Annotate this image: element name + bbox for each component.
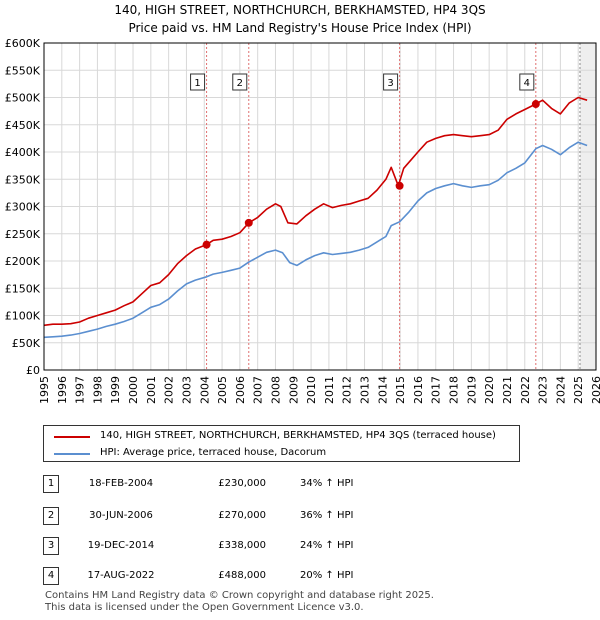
- y-tick-label: £200K: [5, 255, 41, 268]
- x-tick-label: 2024: [554, 376, 567, 404]
- x-tick-label: 2017: [430, 376, 443, 404]
- sale-point: [244, 218, 253, 227]
- x-tick-label: 2005: [216, 376, 229, 404]
- legend-label-hpi: HPI: Average price, terraced house, Daco…: [100, 447, 327, 458]
- transaction-date: 30-JUN-2006: [89, 510, 153, 521]
- table-row: 4 17-AUG-2022 £488,000 20% ↑ HPI: [0, 567, 600, 587]
- chart-title: 140, HIGH STREET, NORTHCHURCH, BERKHAMST…: [114, 3, 486, 17]
- y-tick-label: £400K: [5, 146, 41, 159]
- x-tick-label: 2004: [198, 376, 211, 404]
- x-tick-label: 1998: [91, 376, 104, 404]
- table-row: 3 19-DEC-2014 £338,000 24% ↑ HPI: [0, 537, 600, 557]
- transaction-date: 17-AUG-2022: [87, 570, 155, 581]
- table-row: 1 18-FEB-2004 £230,000 34% ↑ HPI: [0, 475, 600, 495]
- transaction-marker: 1: [43, 475, 59, 493]
- x-tick-label: 2010: [305, 376, 318, 404]
- x-tick-label: 1997: [74, 376, 87, 404]
- hpi-line: [43, 141, 588, 339]
- x-tick-label: 2008: [269, 376, 282, 404]
- legend-swatch-hpi: [54, 453, 90, 455]
- transaction-hpi: 34% ↑ HPI: [300, 478, 354, 489]
- y-tick-label: £550K: [5, 64, 41, 77]
- y-tick-label: £150K: [5, 282, 41, 295]
- x-tick-label: 2022: [519, 376, 532, 404]
- sale-label-box: [232, 73, 248, 91]
- sale-point: [202, 240, 211, 249]
- sale-label-box: [519, 73, 535, 91]
- x-tick-label: 2018: [448, 376, 461, 404]
- x-tick-label: 2001: [145, 376, 158, 404]
- transaction-price: £338,000: [218, 540, 266, 551]
- y-tick-label: £250K: [5, 228, 41, 241]
- transaction-price: £488,000: [218, 570, 266, 581]
- transaction-date: 18-FEB-2004: [88, 478, 154, 489]
- sale-label: 3: [387, 78, 393, 89]
- x-tick-label: 2003: [180, 376, 193, 404]
- transaction-hpi: 36% ↑ HPI: [300, 510, 354, 521]
- x-tick-label: 2019: [465, 376, 478, 404]
- x-tick-label: 2000: [127, 376, 140, 404]
- sale-label-box: [383, 73, 399, 91]
- x-tick-label: 2009: [287, 376, 300, 404]
- x-tick-label: 2025: [572, 376, 585, 404]
- transaction-price: £270,000: [218, 510, 266, 521]
- property-price-line: [43, 96, 588, 327]
- plot-frame: [43, 42, 597, 371]
- y-tick-label: £300K: [5, 201, 41, 214]
- sale-label: 2: [237, 78, 243, 89]
- legend-swatch-property: [54, 436, 90, 438]
- transaction-marker: 3: [43, 537, 59, 555]
- sale-label: 1: [194, 78, 200, 89]
- transaction-marker: 4: [43, 567, 59, 585]
- transaction-date: 19-DEC-2014: [87, 540, 155, 551]
- sale-point: [395, 181, 404, 190]
- x-tick-label: 2002: [163, 376, 176, 404]
- y-tick-label: £500K: [5, 92, 41, 105]
- x-tick-label: 2012: [341, 376, 354, 404]
- x-tick-label: 1996: [56, 376, 69, 404]
- legend: 140, HIGH STREET, NORTHCHURCH, BERKHAMST…: [43, 425, 520, 462]
- x-tick-label: 2020: [483, 376, 496, 404]
- transaction-hpi: 20% ↑ HPI: [300, 570, 354, 581]
- chart-subtitle: Price paid vs. HM Land Registry's House …: [128, 21, 472, 35]
- y-tick-label: £50K: [12, 337, 41, 350]
- x-tick-label: 2026: [590, 376, 600, 404]
- x-tick-label: 2016: [412, 376, 425, 404]
- footer-copyright: Contains HM Land Registry data © Crown c…: [45, 590, 434, 601]
- x-tick-label: 2011: [323, 376, 336, 404]
- y-tick-label: £100K: [5, 310, 41, 323]
- x-tick-label: 2015: [394, 376, 407, 404]
- footer-license: This data is licensed under the Open Gov…: [45, 602, 364, 613]
- sale-label: 4: [524, 78, 530, 89]
- transaction-hpi: 24% ↑ HPI: [300, 540, 354, 551]
- legend-label-property: 140, HIGH STREET, NORTHCHURCH, BERKHAMST…: [100, 430, 496, 441]
- y-tick-label: £350K: [5, 173, 41, 186]
- sale-label-box: [190, 73, 206, 91]
- y-tick-label: £600K: [5, 37, 41, 50]
- y-tick-label: £450K: [5, 119, 41, 132]
- table-row: 2 30-JUN-2006 £270,000 36% ↑ HPI: [0, 507, 600, 527]
- x-tick-label: 2013: [359, 376, 372, 404]
- x-tick-label: 2021: [501, 376, 514, 404]
- x-tick-label: 2014: [376, 376, 389, 404]
- x-tick-label: 2007: [252, 376, 265, 404]
- y-tick-label: £0: [26, 364, 40, 377]
- x-tick-label: 1995: [38, 376, 51, 404]
- transaction-marker: 2: [43, 507, 59, 525]
- price-chart: £0 £50K £100K £150K £200K £250K £300K £350K £400…: [5, 37, 600, 404]
- x-tick-label: 2023: [537, 376, 550, 404]
- transaction-price: £230,000: [218, 478, 266, 489]
- x-tick-label: 2006: [234, 376, 247, 404]
- sale-point: [531, 100, 540, 109]
- x-tick-label: 1999: [109, 376, 122, 404]
